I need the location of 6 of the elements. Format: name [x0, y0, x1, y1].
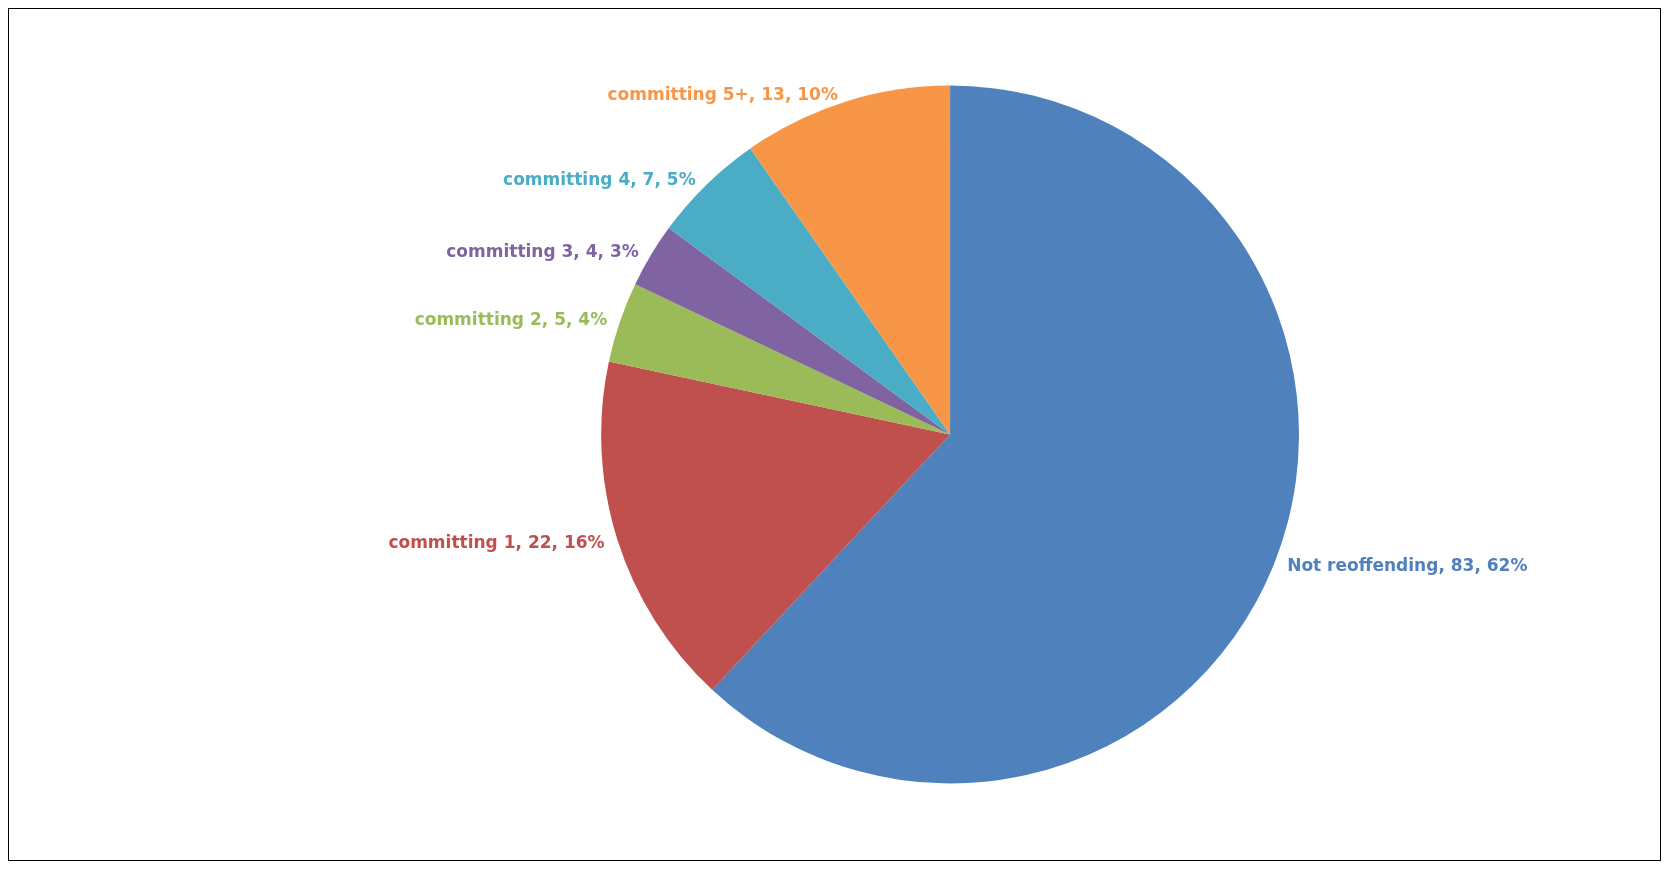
slice-label: committing 3, 4, 3%	[446, 241, 639, 262]
slice-label: committing 4, 7, 5%	[503, 169, 696, 190]
slice-label: committing 1, 22, 16%	[388, 531, 605, 552]
slice-label: committing 5+, 13, 10%	[607, 84, 838, 105]
slice-label: Not reoffending, 83, 62%	[1287, 555, 1528, 576]
slice-label: committing 2, 5, 4%	[414, 309, 608, 330]
